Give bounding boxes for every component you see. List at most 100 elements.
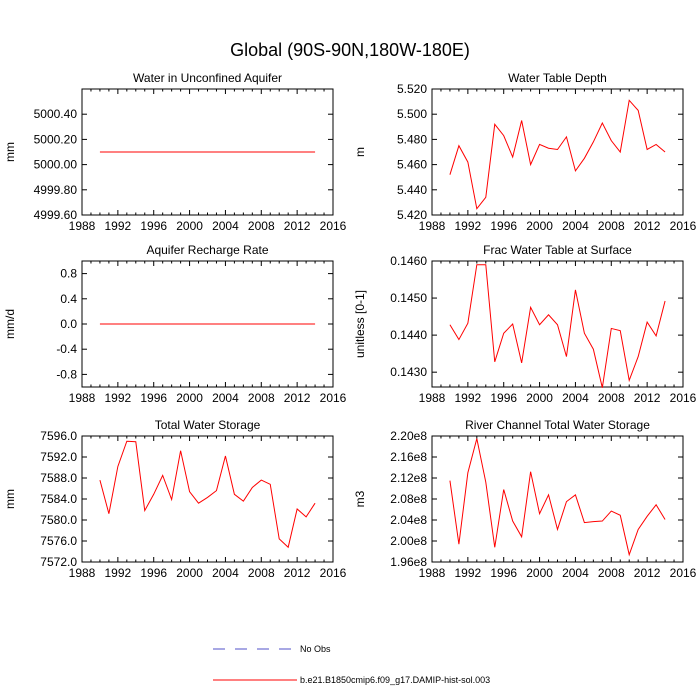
y-tick-label: -0.8 [56,367,77,381]
x-tick-label: 1996 [140,219,167,233]
panel-title: River Channel Total Water Storage [465,418,650,432]
y-axis-label: mm [3,142,17,162]
y-tick-label: 5.460 [397,158,427,172]
panel-grid: Water in Unconfined Aquifer 1988 1992 1996 2… [3,71,697,580]
x-tick-label: 1988 [419,566,446,580]
y-tick-label: 7584.0 [40,492,77,506]
panel-5: Total Water Storage 1988 1992 1996 2000 2004 2… [3,418,347,580]
x-tick-label: 2016 [320,219,347,233]
y-axis-label: m3 [353,490,367,507]
series-line [449,99,666,210]
x-tick-label: 2012 [284,219,311,233]
x-tick-label: 2004 [212,219,239,233]
x-tick-label: 2000 [176,391,203,405]
y-tick-label: 5.480 [397,132,427,146]
y-axis-label: mm/d [3,309,17,339]
x-tick-label: 2008 [598,566,625,580]
panel-title: Aquifer Recharge Rate [146,243,268,257]
y-tick-label: 5000.00 [34,158,78,172]
x-tick-label: 2000 [176,219,203,233]
y-tick-label: 2.16e8 [390,450,427,464]
x-tick-label: 2016 [670,566,697,580]
plot-frame [81,435,334,563]
y-axis-label: unitless [0-1] [353,290,367,358]
x-tick-label: 1992 [105,219,132,233]
x-tick-label: 1988 [69,219,96,233]
x-tick-label: 2000 [526,219,553,233]
y-tick-label: 2.08e8 [390,492,427,506]
y-tick-label: 7592.0 [40,450,77,464]
y-axis-label: mm [3,489,17,509]
y-tick-label: 0.4 [60,292,77,306]
y-tick-label: 0.1460 [390,254,427,268]
x-tick-label: 1996 [140,391,167,405]
x-tick-label: 1992 [105,391,132,405]
panel-title: Water Table Depth [508,71,607,85]
x-tick-label: 1996 [490,566,517,580]
figure-title: Global (90S-90N,180W-180E) [230,40,470,60]
x-tick-label: 1996 [490,391,517,405]
y-tick-label: 7580.0 [40,513,77,527]
x-tick-label: 2012 [284,391,311,405]
x-tick-label: 1996 [140,566,167,580]
panel-1: Water in Unconfined Aquifer 1988 1992 1996 2… [3,71,347,233]
x-tick-label: 2000 [176,566,203,580]
y-tick-label: -0.4 [56,342,77,356]
panel-3: Aquifer Recharge Rate 1988 1992 1996 2000 200… [3,243,347,405]
x-tick-label: 2012 [634,391,661,405]
y-tick-label: 0.1430 [390,365,427,379]
y-tick-label: 0.0 [60,317,77,331]
x-tick-label: 2012 [284,566,311,580]
x-tick-label: 2016 [320,566,347,580]
x-tick-label: 2004 [562,219,589,233]
plot-frame [431,435,684,563]
x-tick-label: 2012 [634,219,661,233]
panel-4: Frac Water Table at Surface 1988 1992 1996 2… [353,243,697,405]
y-tick-label: 0.8 [60,267,77,281]
panel-6: River Channel Total Water Storage 1988 199… [353,418,697,580]
x-tick-label: 2008 [248,566,275,580]
panel-title: Total Water Storage [155,418,261,432]
x-tick-label: 1988 [419,219,446,233]
x-tick-label: 2008 [248,219,275,233]
legend-label-no-obs: No Obs [300,644,331,654]
series-line [449,264,666,388]
y-tick-label: 5.440 [397,183,427,197]
x-tick-label: 2000 [526,391,553,405]
y-tick-label: 5.520 [397,82,427,96]
legend: No Obs b.e21.B1850cmip6.f09_g17.DAMIP-hi… [213,644,490,685]
y-tick-label: 7576.0 [40,534,77,548]
x-tick-label: 2012 [634,566,661,580]
legend-label-model-run: b.e21.B1850cmip6.f09_g17.DAMIP-hist-sol.… [300,675,490,685]
y-tick-label: 5.500 [397,107,427,121]
panel-2: Water Table Depth 1988 1992 1996 2000 2004 200… [353,71,697,233]
x-tick-label: 1988 [69,566,96,580]
x-tick-label: 1988 [419,391,446,405]
x-tick-label: 2004 [562,566,589,580]
y-tick-label: 0.1440 [390,328,427,342]
x-tick-label: 1992 [455,391,482,405]
panel-title: Frac Water Table at Surface [483,243,632,257]
x-tick-label: 1988 [69,391,96,405]
x-tick-label: 2004 [212,566,239,580]
y-tick-label: 5000.20 [34,132,78,146]
x-tick-label: 1992 [455,219,482,233]
y-tick-label: 2.04e8 [390,513,427,527]
x-tick-label: 2004 [562,391,589,405]
x-tick-label: 2016 [670,219,697,233]
y-tick-label: 0.1450 [390,291,427,305]
y-tick-label: 7572.0 [40,555,77,569]
x-tick-label: 1996 [490,219,517,233]
x-tick-label: 2016 [670,391,697,405]
y-axis-label: m [353,147,367,157]
y-tick-label: 7596.0 [40,429,77,443]
x-tick-label: 2000 [526,566,553,580]
plot-frame [431,88,684,216]
y-tick-label: 7588.0 [40,471,77,485]
panel-title: Water in Unconfined Aquifer [133,71,282,85]
x-tick-label: 2004 [212,391,239,405]
y-tick-label: 2.20e8 [390,429,427,443]
x-tick-label: 2008 [248,391,275,405]
y-tick-label: 2.00e8 [390,534,427,548]
